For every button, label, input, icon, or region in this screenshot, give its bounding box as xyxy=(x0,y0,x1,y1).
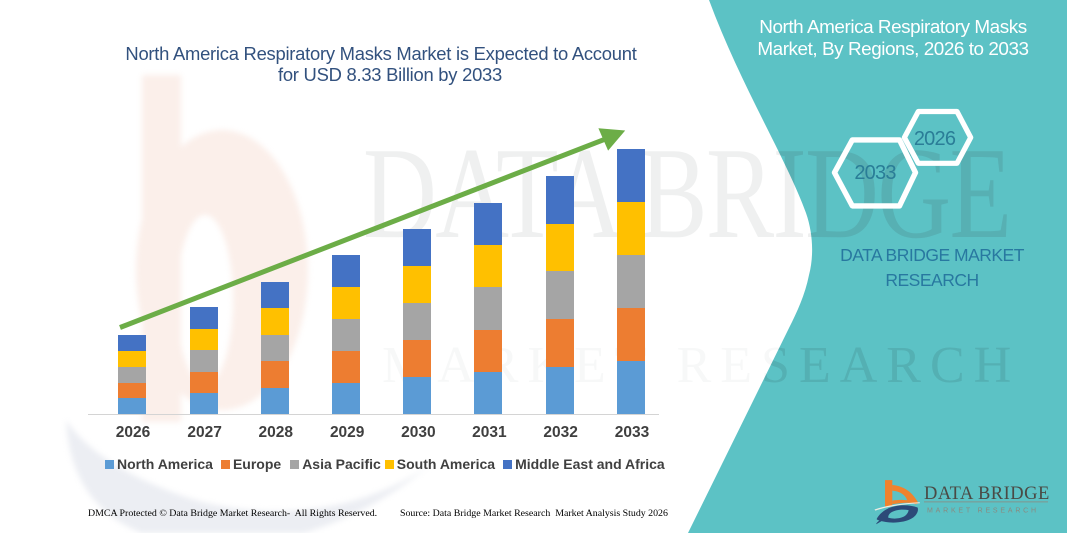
svg-text:DATA BRIDGE: DATA BRIDGE xyxy=(924,484,1050,504)
svg-text:MARKET RESEARCH: MARKET RESEARCH xyxy=(927,508,1039,515)
